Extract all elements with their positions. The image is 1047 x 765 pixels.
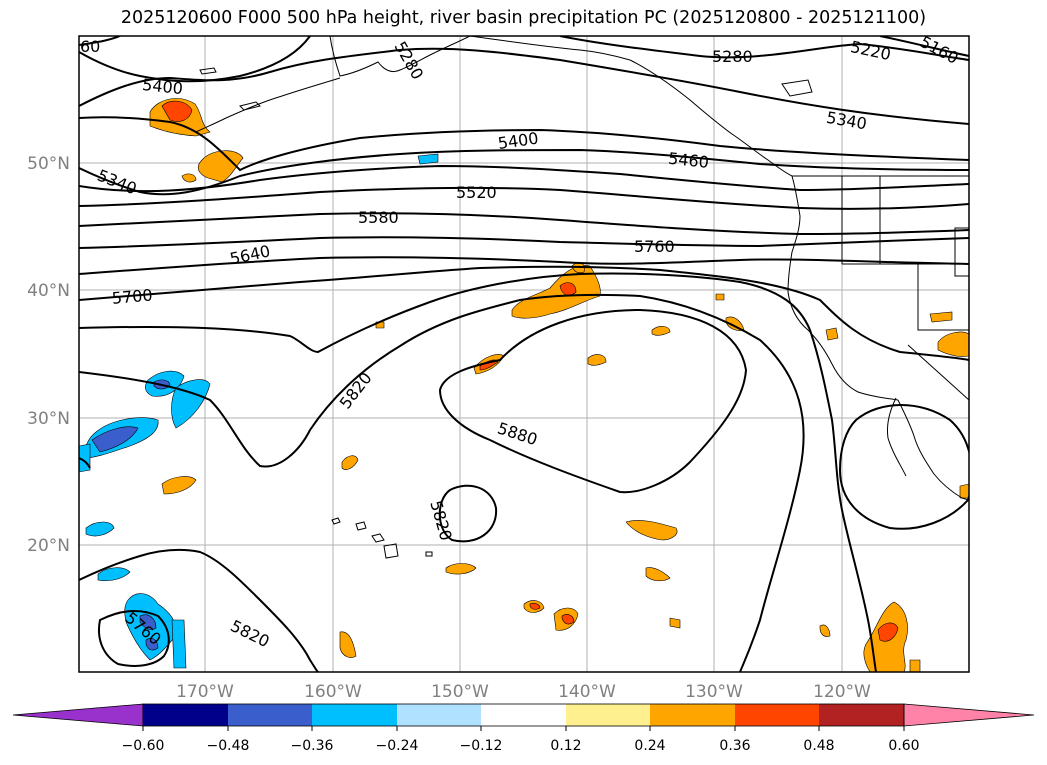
contour-label: 5580 bbox=[358, 208, 399, 227]
colorbar-tick-label: −0.24 bbox=[376, 738, 419, 754]
lat-label-20n: 20°N bbox=[27, 536, 70, 556]
colorbar-tick-label: 0.60 bbox=[888, 738, 919, 754]
colorbar-segment bbox=[650, 704, 735, 726]
colorbar-segment bbox=[819, 704, 904, 726]
precipitation-shading bbox=[79, 98, 969, 672]
contour-label: 5760 bbox=[634, 237, 675, 256]
colorbar-segment bbox=[312, 704, 397, 726]
lat-label-30n: 30°N bbox=[27, 409, 70, 429]
contour-label: 5700 bbox=[111, 285, 153, 307]
colorbar-segment bbox=[735, 704, 819, 726]
colorbar-segment bbox=[228, 704, 312, 726]
contour-label: 60 bbox=[80, 37, 100, 56]
contour-label: 5520 bbox=[456, 183, 497, 202]
colorbar-segment bbox=[143, 704, 228, 726]
colorbar-segment bbox=[481, 704, 566, 726]
colorbar-tick-label: 0.12 bbox=[550, 738, 581, 754]
map-area: 60 5280 5220 5160 5400 5280 5340 5400 54… bbox=[79, 36, 969, 672]
lat-label-40n: 40°N bbox=[27, 281, 70, 301]
map-frame bbox=[78, 35, 970, 673]
lon-label-130w: 130°W bbox=[685, 682, 743, 702]
colorbar-tick-label: 0.48 bbox=[803, 738, 834, 754]
colorbar-tick-label: −0.48 bbox=[207, 738, 250, 754]
lon-label-150w: 150°W bbox=[431, 682, 489, 702]
height-contours bbox=[79, 36, 969, 672]
latitude-labels: 50°N 40°N 30°N 20°N bbox=[27, 154, 70, 556]
contour-label: 5400 bbox=[141, 75, 183, 98]
colorbar-tick-label: −0.36 bbox=[291, 738, 334, 754]
colorbar-extend-high bbox=[903, 703, 1035, 727]
colorbar-segment bbox=[566, 704, 650, 726]
coastlines bbox=[195, 36, 969, 559]
colorbar-tick-label: −0.60 bbox=[122, 738, 165, 754]
lon-label-160w: 160°W bbox=[304, 682, 362, 702]
colorbar: −0.60 −0.48 −0.36 −0.24 −0.12 0.12 0.24 … bbox=[12, 703, 1035, 754]
colorbar-tick-label: −0.12 bbox=[460, 738, 503, 754]
longitude-labels: 170°W 160°W 150°W 140°W 130°W 120°W bbox=[176, 682, 871, 702]
map-title: 2025120600 F000 500 hPa height, river ba… bbox=[120, 8, 927, 28]
colorbar-segment bbox=[397, 704, 481, 726]
colorbar-tick-label: 0.24 bbox=[634, 738, 665, 754]
lon-label-140w: 140°W bbox=[558, 682, 616, 702]
contour-label: 5280 bbox=[712, 47, 753, 66]
contour-label: 5460 bbox=[667, 149, 709, 172]
lon-label-120w: 120°W bbox=[813, 682, 871, 702]
lon-label-170w: 170°W bbox=[176, 682, 234, 702]
colorbar-extend-low bbox=[12, 703, 144, 727]
lat-label-50n: 50°N bbox=[27, 154, 70, 174]
colorbar-tick-label: 0.36 bbox=[719, 738, 750, 754]
gridlines bbox=[79, 36, 969, 672]
